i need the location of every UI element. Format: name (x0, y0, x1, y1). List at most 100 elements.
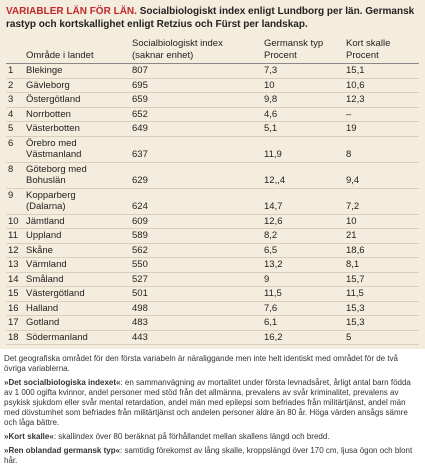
index-value: 443 (132, 331, 148, 343)
header-cell: Kort skalle Procent (344, 37, 419, 64)
table-row: 8 Göteborg med Bohuslän 629 12,,4 9,4 (6, 162, 419, 188)
kort-value: 11,5 (346, 288, 364, 299)
header-row: Område i landet Socialbiologiskt index (s… (6, 37, 419, 64)
index-value: 659 (132, 94, 148, 105)
header-line: Kort skalle (346, 38, 391, 49)
index-value: 527 (132, 273, 148, 285)
kort-value: 15,3 (346, 302, 365, 314)
area-line: Gävleborg (26, 79, 70, 91)
area-line: (Dalarna) (26, 201, 66, 212)
area-line: Västerbotten (26, 123, 80, 134)
kort-value: 15,7 (346, 273, 365, 285)
row-number: 13 (8, 259, 19, 270)
kort-value: 8,1 (346, 259, 360, 270)
area-line: Småland (26, 273, 64, 285)
area-line: Halland (26, 302, 59, 314)
area-cell: Värmland (24, 258, 130, 273)
area-cell: Jämtland (24, 214, 130, 229)
index-value: 624 (132, 201, 148, 212)
area-line: Västergötland (26, 288, 85, 299)
index-value: 807 (132, 65, 148, 76)
germ-value: 11,9 (264, 149, 282, 160)
table-row: 12 Skåne 562 6,5 18,6 (6, 243, 419, 258)
kort-value: 10 (346, 215, 357, 227)
table-row: 1 Blekinge 807 7,3 15,1 (6, 64, 419, 78)
index-value: 695 (132, 79, 148, 91)
header-line: Procent (264, 49, 297, 61)
note: »Ren oblandad germansk typ«: samtidig fö… (4, 446, 421, 466)
table-row: 16 Halland 498 7,6 15,3 (6, 301, 419, 316)
index-value: 550 (132, 259, 148, 270)
table-box: VARIABLER LÄN FÖR LÄN. Socialbiologiskt … (0, 0, 425, 349)
index-value: 652 (132, 108, 148, 120)
title-lead: VARIABLER LÄN FÖR LÄN. (6, 6, 137, 17)
germ-value: 14,7 (264, 201, 283, 212)
area-cell: Västergötland (24, 287, 130, 302)
kort-value: 21 (346, 230, 357, 241)
germ-value: 16,2 (264, 331, 283, 343)
note: »Det socialbiologiska indexet«: en samma… (4, 378, 421, 428)
row-number: 3 (8, 94, 14, 105)
area-line: Värmland (26, 259, 67, 270)
kort-value: 5 (346, 331, 352, 343)
index-value: 629 (132, 175, 148, 186)
area-line: Blekinge (26, 65, 63, 76)
germ-value: 10 (264, 79, 275, 91)
area-line: Västmanland (26, 149, 82, 160)
table-row: 9 Kopparberg (Dalarna) 624 14,7 7,2 (6, 188, 419, 214)
kort-value: 12,3 (346, 94, 365, 105)
header-cell: Område i landet (26, 49, 94, 61)
germ-value: 9,8 (264, 94, 278, 105)
kort-value: 19 (346, 123, 357, 134)
index-value: 609 (132, 215, 148, 227)
table-row: 10 Jämtland 609 12,6 10 (6, 214, 419, 229)
table: Område i landet Socialbiologiskt index (s… (6, 37, 419, 345)
kort-value: 10,6 (346, 79, 365, 91)
area-line: Norrbotten (26, 108, 71, 120)
germ-value: 13,2 (264, 259, 283, 270)
table-row: 15 Västergötland 501 11,5 11,5 (6, 287, 419, 302)
index-value: 483 (132, 317, 148, 328)
area-line: Östergötland (26, 94, 81, 105)
table-row: 17 Gotland 483 6,1 15,3 (6, 316, 419, 330)
index-value: 637 (132, 149, 148, 160)
index-value: 589 (132, 230, 148, 241)
kort-value: 9,4 (346, 175, 360, 186)
row-number: 12 (8, 244, 19, 256)
title-text: Socialbiologiskt index enligt Lundborg p… (6, 6, 415, 30)
area-cell: Småland (24, 272, 130, 287)
area-line: Bohuslän (26, 175, 66, 186)
area-cell: Göteborg med Bohuslän (24, 162, 130, 188)
title: VARIABLER LÄN FÖR LÄN. Socialbiologiskt … (6, 5, 419, 31)
note-label: »Det socialbiologiska indexet« (4, 378, 121, 387)
germ-value: 6,5 (264, 244, 278, 256)
row-number: 16 (8, 302, 19, 314)
germ-value: 7,3 (264, 65, 278, 76)
row-number: 18 (8, 331, 19, 343)
table-head: Område i landet Socialbiologiskt index (s… (6, 37, 419, 64)
index-value: 501 (132, 288, 148, 299)
row-number: 10 (8, 215, 19, 227)
kort-value: 18,6 (346, 244, 365, 256)
area-line: Göteborg med (26, 163, 87, 175)
germ-value: 9 (264, 273, 270, 285)
row-number: 15 (8, 288, 19, 299)
area-cell: Norrbotten (24, 107, 130, 122)
germ-value: 7,6 (264, 302, 278, 314)
kort-value: 15,1 (346, 65, 365, 76)
header-cell (6, 37, 24, 64)
area-line: Gotland (26, 317, 60, 328)
table-row: 14 Småland 527 9 15,7 (6, 272, 419, 287)
note-label: »Kort skalle« (4, 432, 54, 441)
header-line: (saknar enhet) (132, 49, 194, 61)
table-row: 5 Västerbotten 649 5,1 19 (6, 122, 419, 136)
area-line: Södermanland (26, 331, 88, 343)
kort-value: – (346, 108, 352, 120)
notes: Det geografiska området för den första v… (0, 349, 425, 466)
table-row: 3 Östergötland 659 9,8 12,3 (6, 93, 419, 107)
germ-value: 5,1 (264, 123, 278, 134)
note: Det geografiska området för den första v… (4, 354, 421, 374)
area-line: Kopparberg (26, 189, 76, 201)
area-cell: Örebro med Västmanland (24, 136, 130, 162)
